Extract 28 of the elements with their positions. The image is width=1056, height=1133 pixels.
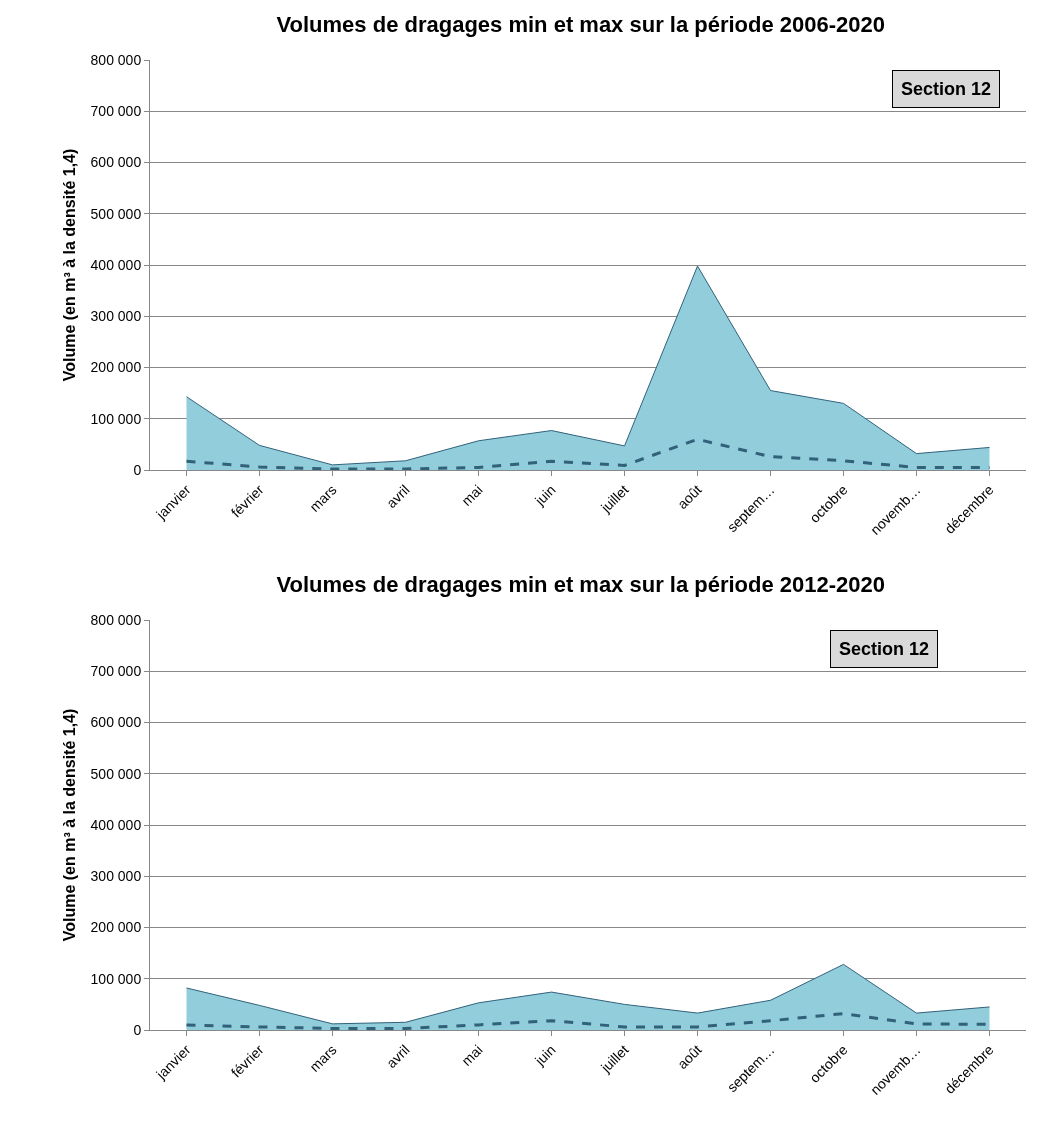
- y-tick-label: 100 000: [90, 970, 142, 987]
- annotation: Section 12: [901, 79, 992, 99]
- y-tick-label: 300 000: [90, 868, 142, 885]
- y-tick-label: 700 000: [90, 103, 142, 120]
- x-tick-label: mai: [458, 1041, 486, 1069]
- y-tick-label: 600 000: [90, 714, 142, 731]
- y-tick-label: 0: [133, 461, 142, 478]
- annotation: Section 12: [839, 639, 930, 659]
- y-tick-label: 0: [133, 1021, 142, 1038]
- y-tick-label: 500 000: [90, 765, 142, 782]
- y-tick-label: 600 000: [90, 154, 142, 171]
- y-tick-label: 400 000: [90, 816, 142, 833]
- y-axis-title: Volume (en m³ à la densité 1,4): [61, 148, 79, 382]
- y-tick-label: 500 000: [90, 205, 142, 222]
- x-tick-label: juin: [531, 481, 559, 509]
- x-tick-label: mai: [458, 481, 486, 509]
- x-tick-label: juin: [531, 1041, 559, 1069]
- y-axis-title: Volume (en m³ à la densité 1,4): [61, 708, 79, 942]
- y-tick-label: 200 000: [90, 359, 142, 376]
- y-tick-label: 200 000: [90, 919, 142, 936]
- chart-title: Volumes de dragages min et max sur la période 2012-2020: [276, 572, 886, 598]
- y-tick-label: 700 000: [90, 663, 142, 680]
- y-tick-label: 800 000: [90, 51, 142, 68]
- y-tick-label: 100 000: [90, 410, 142, 427]
- y-tick-label: 300 000: [90, 308, 142, 325]
- chart-title: Volumes de dragages min et max sur la période 2006-2020: [276, 12, 886, 38]
- y-tick-label: 800 000: [90, 611, 142, 628]
- y-tick-label: 400 000: [90, 256, 142, 273]
